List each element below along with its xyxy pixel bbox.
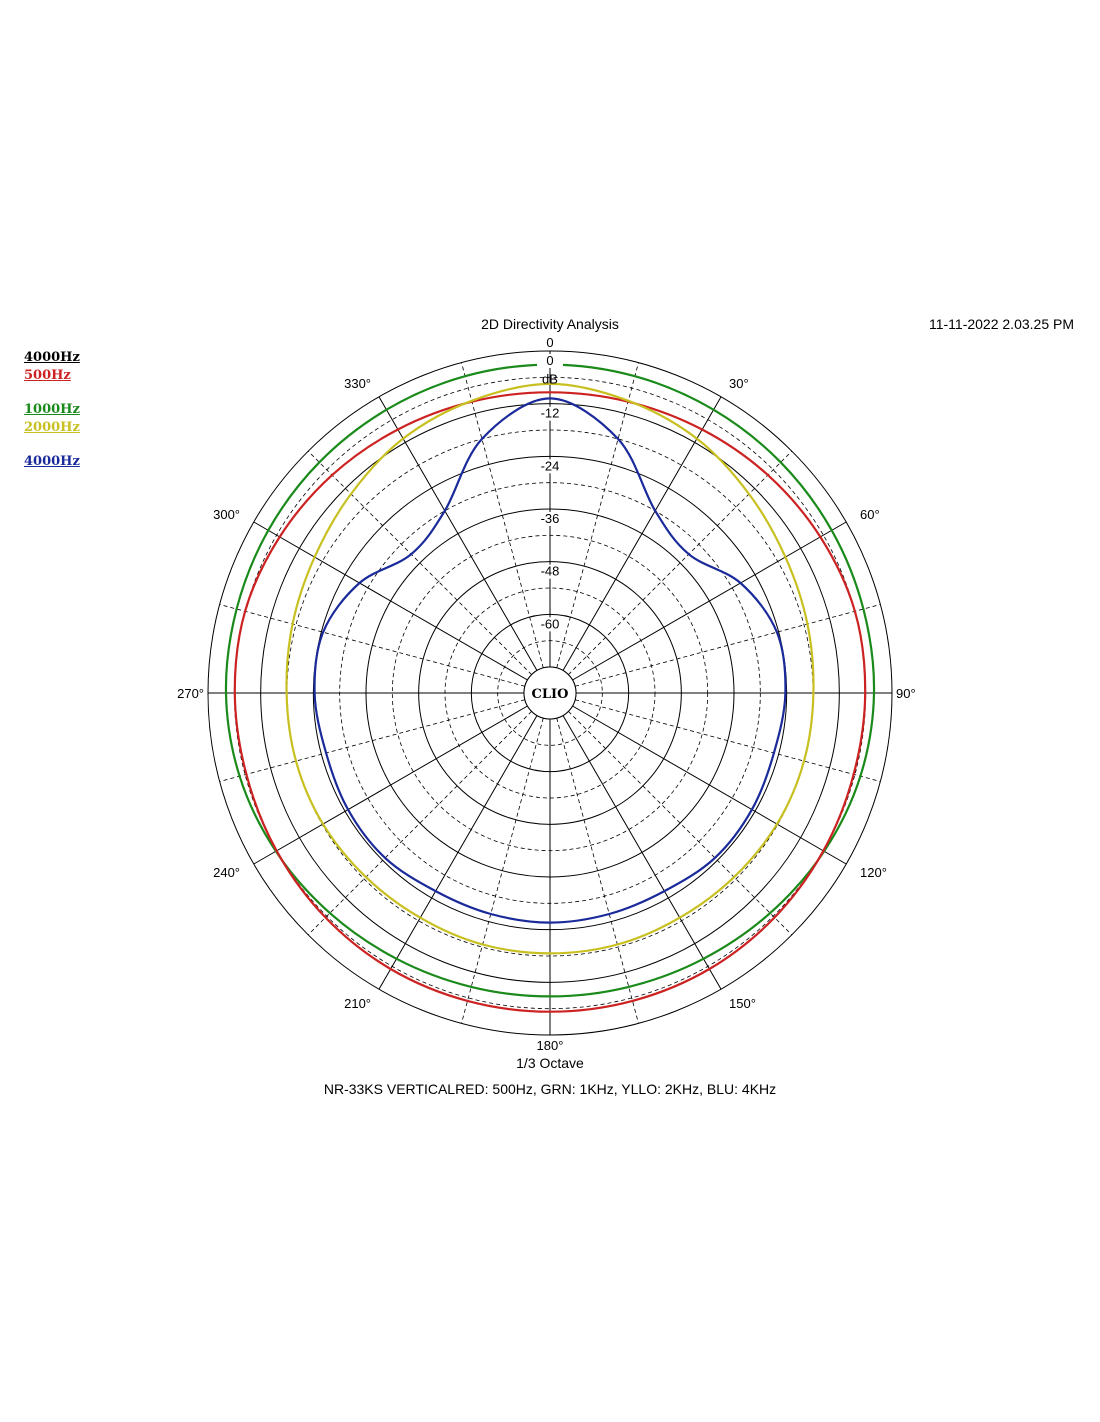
grid-spoke xyxy=(378,396,538,671)
curve-1000hz xyxy=(224,363,876,998)
grid-spoke xyxy=(575,699,881,782)
chart-note: NR-33KS VERTICALRED: 500Hz, GRN: 1KHz, Y… xyxy=(323,1081,777,1097)
radial-tick-label: -24 xyxy=(541,458,560,473)
angle-tick-label: 30° xyxy=(729,376,749,391)
grid-spoke xyxy=(307,450,532,675)
radial-tick-label: 0 xyxy=(546,353,553,368)
grid-spoke xyxy=(562,715,722,990)
timestamp: 11-11-2022 2.03.25 PM xyxy=(928,316,1074,332)
grid-spoke xyxy=(556,718,639,1024)
radial-tick-label: -12 xyxy=(541,406,560,421)
curve-2000hz xyxy=(285,382,815,955)
grid-spoke xyxy=(572,521,847,681)
legend-item-500hz: 500Hz xyxy=(24,368,71,383)
radial-tick-bg xyxy=(537,354,563,368)
grid-spoke xyxy=(253,705,528,865)
angle-tick-label: 210° xyxy=(344,996,371,1011)
radial-tick-bg xyxy=(537,617,563,632)
grid-spoke xyxy=(307,711,532,936)
polar-grid xyxy=(207,350,893,1036)
grid-spoke xyxy=(461,718,544,1024)
angle-tick-label: 270° xyxy=(177,686,204,701)
legend-item-4000hz-black: 4000Hz xyxy=(24,350,80,365)
radial-tick-label: -60 xyxy=(541,616,560,631)
x-axis-label: 1/3 Octave xyxy=(516,1055,584,1071)
radial-tick-bg xyxy=(537,564,563,579)
radial-unit-label: dB xyxy=(542,371,558,386)
angle-tick-label: 180° xyxy=(537,1038,564,1053)
grid-spoke xyxy=(219,699,525,782)
center-badge-circle xyxy=(523,666,577,720)
angle-tick-label: 240° xyxy=(213,865,240,880)
curve-500hz xyxy=(233,391,867,1013)
angle-tick-label: 120° xyxy=(860,865,887,880)
angle-tick-label: 90° xyxy=(896,686,916,701)
center-badge: CLIO xyxy=(523,666,577,720)
curve-4000hz xyxy=(313,397,787,924)
angle-tick-label: 150° xyxy=(729,996,756,1011)
grid-spoke xyxy=(219,604,525,687)
grid-spoke xyxy=(556,362,639,668)
angle-tick-label: 0 xyxy=(546,335,553,350)
grid-spoke xyxy=(253,521,528,681)
center-badge-text: CLIO xyxy=(532,687,569,702)
legend-item-2000hz: 2000Hz xyxy=(24,420,80,435)
chart-title: 2D Directivity Analysis xyxy=(481,316,619,332)
grid-spoke xyxy=(575,604,881,687)
grid-spoke xyxy=(572,705,847,865)
legend-item-1000hz: 1000Hz xyxy=(24,402,80,417)
grid-spoke xyxy=(562,396,722,671)
radial-tick-label: -48 xyxy=(541,564,560,579)
legend-item-4000hz-blue: 4000Hz xyxy=(24,454,80,469)
grid-spoke xyxy=(568,450,793,675)
polar-tick-labels: 0 -12 -24 -36 -48 -60 dB 0 30° 60° 90° 120° 150° 180°… xyxy=(177,335,916,1053)
radial-tick-label: -36 xyxy=(541,511,560,526)
radial-tick-bg xyxy=(537,512,563,526)
grid-spoke xyxy=(461,362,544,668)
angle-tick-label: 60° xyxy=(860,507,880,522)
angle-tick-label: 330° xyxy=(344,376,371,391)
radial-tick-bg xyxy=(537,406,563,421)
radial-tick-bg xyxy=(537,459,563,474)
grid-spoke xyxy=(378,715,538,990)
polar-curves xyxy=(224,363,876,1013)
grid-spoke xyxy=(568,711,793,936)
angle-tick-label: 300° xyxy=(213,507,240,522)
